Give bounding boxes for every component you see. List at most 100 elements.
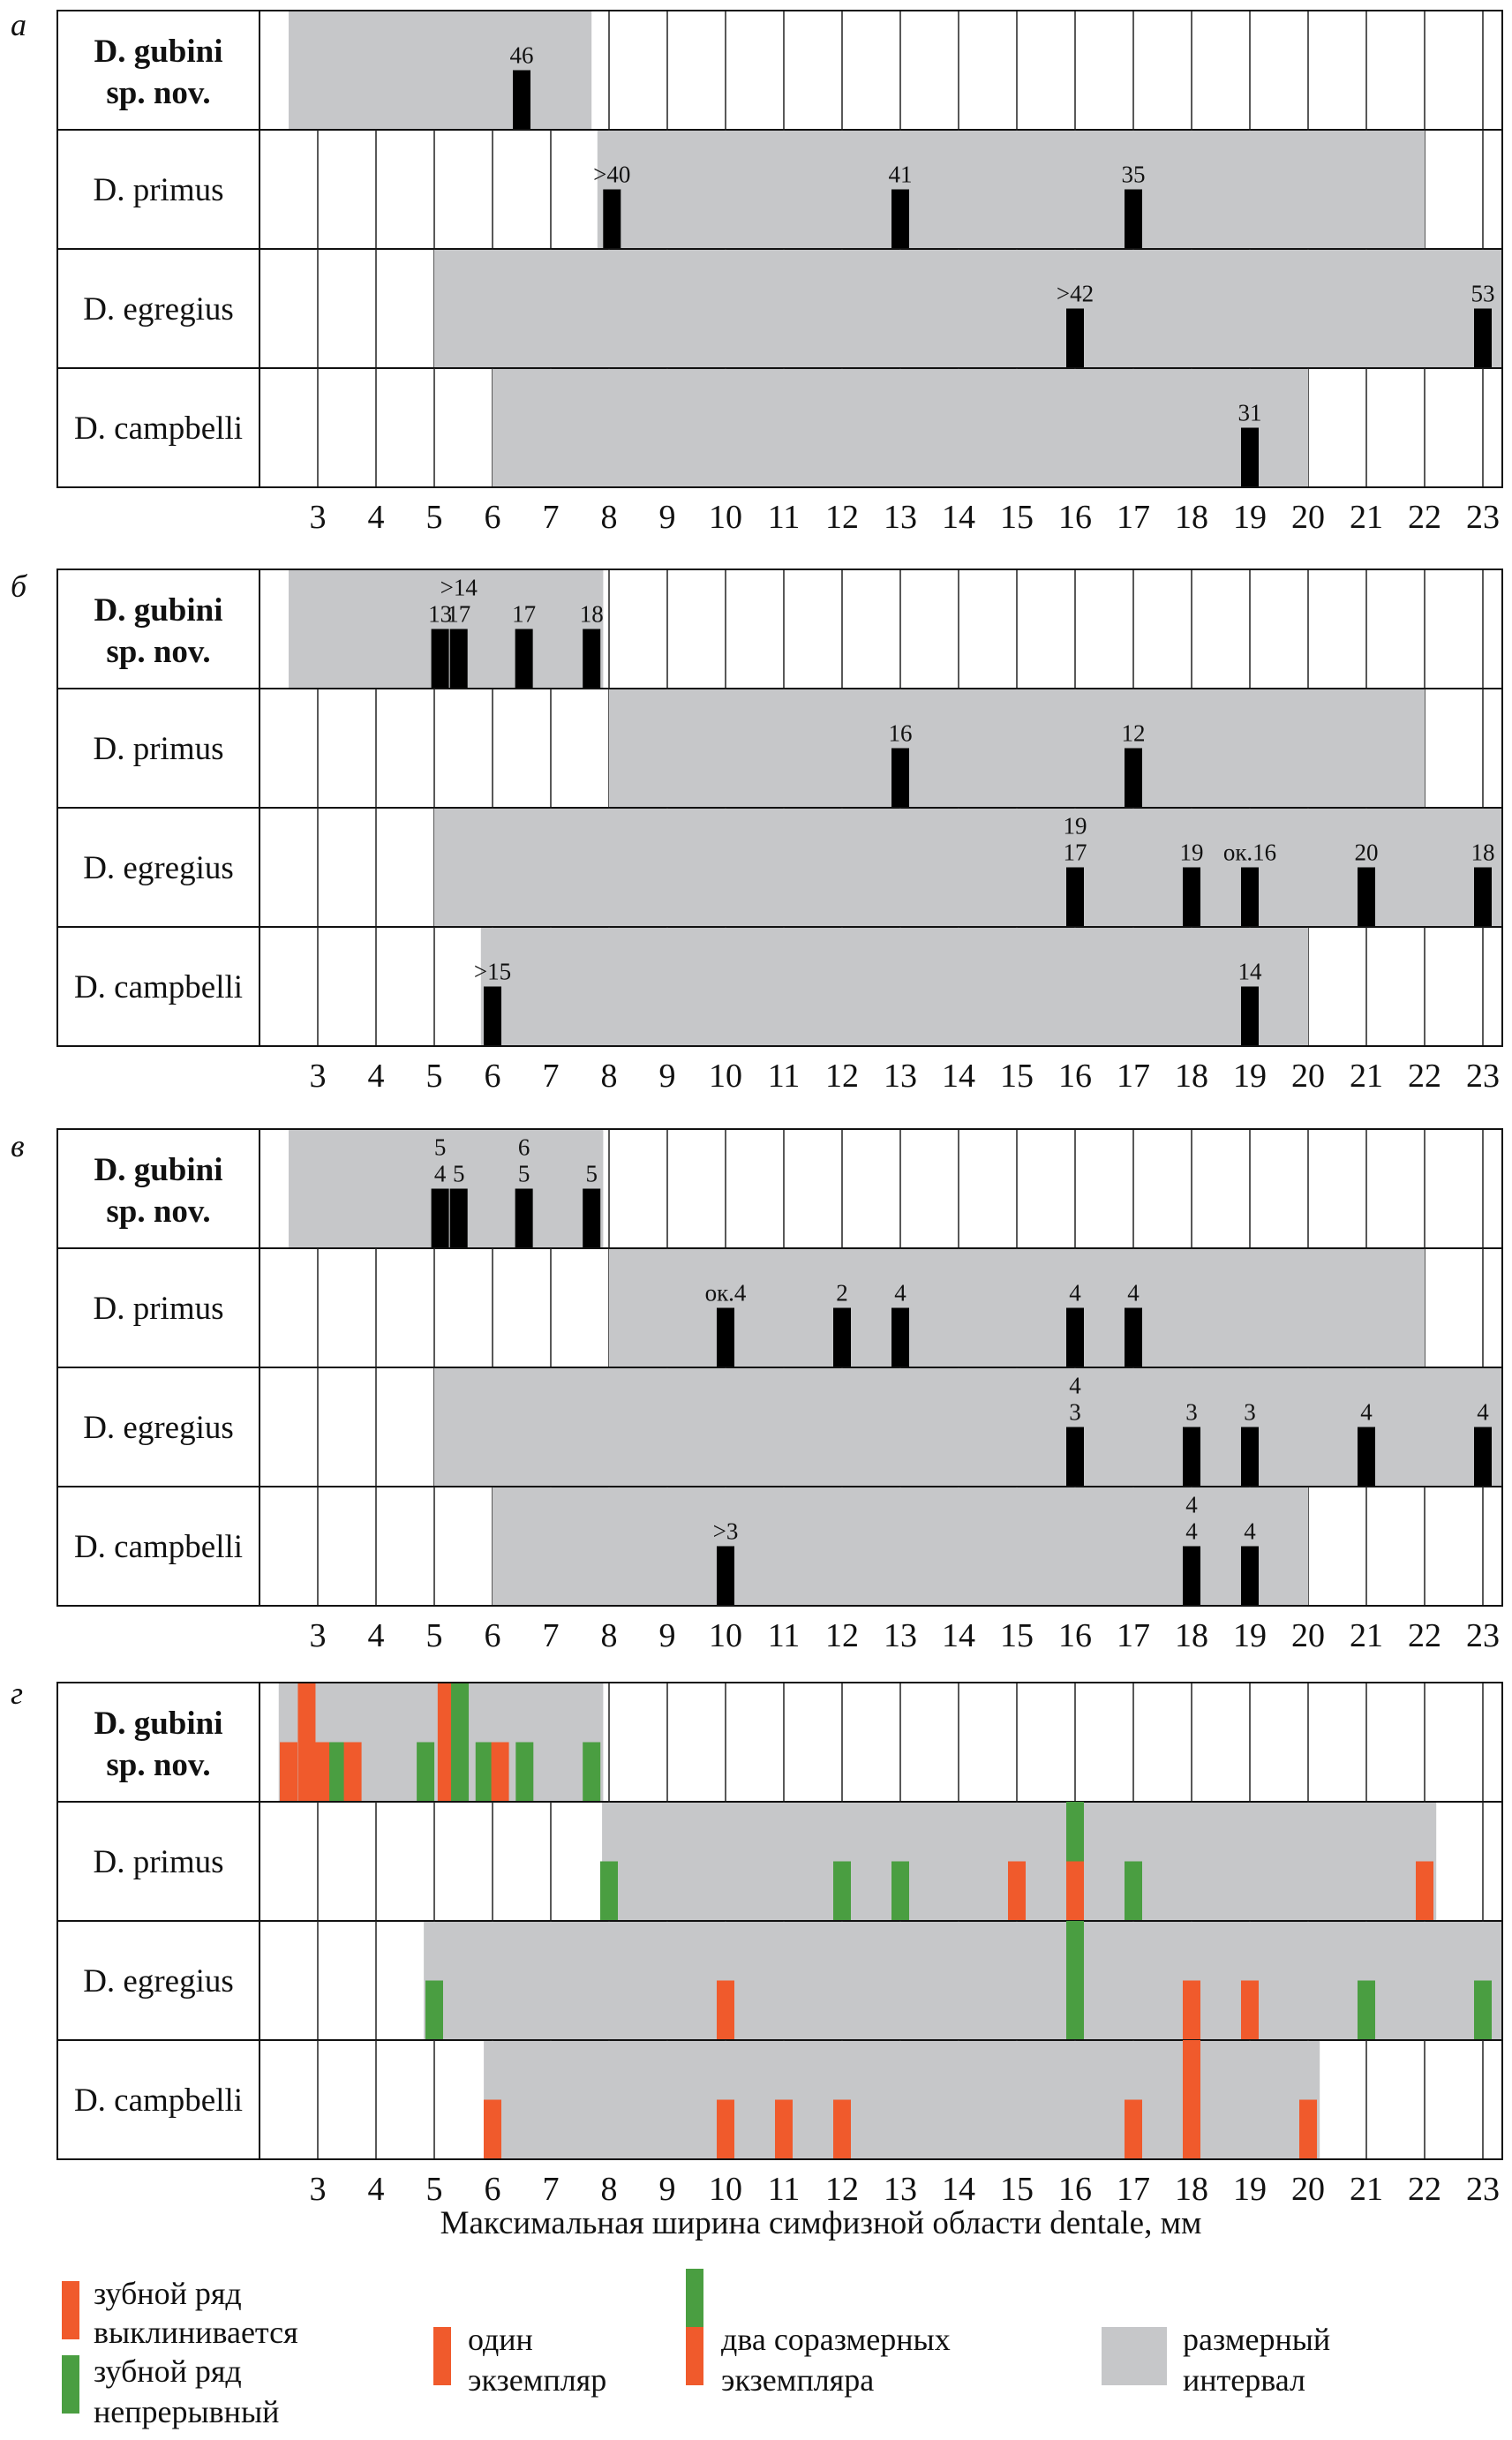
x-axis-label: Максимальная ширина симфизной области de… <box>440 2205 1202 2241</box>
legend-label: два соразмерных <box>721 2322 951 2357</box>
specimen-count-label: 18 <box>580 601 604 628</box>
dentition-bar-tapering <box>1066 1861 1084 1921</box>
specimen-count-label: >40 <box>593 162 630 188</box>
dentition-bar-continuous <box>329 1742 348 1802</box>
specimen-count-label: 14 <box>1238 959 1263 985</box>
row-d-campbelli: D. campbelli 31 <box>57 368 1502 488</box>
x-tick-label: 19 <box>1233 1617 1267 1654</box>
species-label: D. campbelli <box>74 969 243 1005</box>
specimen-bar <box>484 986 501 1046</box>
x-tick-label: 3 <box>310 2171 327 2208</box>
dentition-bar-continuous <box>1125 1861 1142 1921</box>
specimen-count-label: 17 <box>447 601 470 628</box>
x-tick-label: 9 <box>659 499 676 536</box>
species-label-suffix: sp. nov. <box>106 1747 210 1783</box>
specimen-count-label: 46 <box>510 42 534 69</box>
row-d-gubini: D. gubini sp. nov. <box>57 1683 1502 1803</box>
row-d-egregius: D. egregius <box>57 1921 1502 2041</box>
x-tick-label: 3 <box>310 1617 327 1654</box>
size-range-bar <box>484 2041 1320 2158</box>
x-tick-label: 8 <box>601 1058 618 1095</box>
specimen-count-label: ок.4 <box>705 1280 747 1307</box>
x-tick-label: 12 <box>825 1058 859 1095</box>
x-tick-label: 11 <box>768 1617 801 1654</box>
x-tick-label: 14 <box>942 1058 975 1095</box>
specimen-count-label: 5 <box>434 1134 447 1161</box>
specimen-count-label: 6 <box>518 1134 530 1161</box>
dentition-bar-tapering <box>280 1742 297 1802</box>
specimen-count-label: 5 <box>453 1161 465 1187</box>
x-tick-label: 17 <box>1117 1617 1150 1654</box>
dentition-bar-tapering <box>1299 2099 1317 2159</box>
x-tick-label: 7 <box>543 499 560 536</box>
specimen-bar <box>1125 189 1142 249</box>
specimen-count-label: 18 <box>1471 840 1495 866</box>
specimen-count-label: 3 <box>1185 1399 1198 1426</box>
specimen-count-label: 3 <box>1244 1399 1256 1426</box>
x-tick-label: 19 <box>1233 1058 1267 1095</box>
x-tick-label: 3 <box>310 499 327 536</box>
specimen-bar <box>717 1307 734 1367</box>
specimen-bar <box>1066 1307 1084 1367</box>
specimen-bar <box>1066 308 1084 368</box>
panel-letter: в <box>11 1128 25 1164</box>
dentition-bar-tapering <box>1183 2099 1200 2159</box>
dentition-bar-continuous <box>1066 1921 1084 1981</box>
specimen-count-label: 19 <box>1180 840 1204 866</box>
row-d-gubini: D. gubini sp. nov. 46 <box>57 11 1502 131</box>
species-label: D. egregius <box>83 1410 234 1446</box>
specimen-count-label: >42 <box>1057 281 1094 307</box>
dentition-bar-tapering <box>1183 1980 1200 2040</box>
species-label-suffix: sp. nov. <box>106 1194 210 1230</box>
panel-letter: б <box>11 569 28 604</box>
dentition-bar-continuous <box>425 1980 443 2040</box>
x-tick-label: 21 <box>1350 2171 1383 2208</box>
specimen-bar <box>1183 1427 1200 1487</box>
x-tick-label: 13 <box>884 499 917 536</box>
x-tick-label: 12 <box>825 2171 859 2208</box>
specimen-bar <box>1241 1427 1259 1487</box>
panel-frame <box>56 10 1503 488</box>
specimen-count-label: 4 <box>434 1161 447 1187</box>
x-tick-label: 18 <box>1175 2171 1208 2208</box>
x-tick-label: 18 <box>1175 1617 1208 1654</box>
specimen-count-label: 5 <box>518 1161 530 1187</box>
x-tick-label: 4 <box>368 1617 385 1654</box>
species-label: D. primus <box>94 731 224 767</box>
x-tick-label: 10 <box>709 2171 742 2208</box>
dentition-bar-continuous <box>891 1861 909 1921</box>
dentition-bar-tapering <box>437 1683 455 1743</box>
x-tick-label: 18 <box>1175 499 1208 536</box>
specimen-bar <box>1241 427 1259 487</box>
size-range-bar <box>424 1922 1502 2039</box>
dentition-bar-continuous <box>600 1861 618 1921</box>
row-d-primus: D. primus ок.4 2 4 4 4 <box>57 1248 1502 1368</box>
x-tick-label: 13 <box>884 1058 917 1095</box>
panel-frame <box>56 1128 1503 1607</box>
dentition-bar-tapering <box>1241 1980 1259 2040</box>
dentition-bar-tapering <box>1008 1861 1026 1921</box>
legend-swatch-range <box>1102 2327 1167 2385</box>
specimen-count-label: 19 <box>1064 813 1087 840</box>
panel-letter: г <box>11 1676 23 1711</box>
specimen-bar <box>431 629 449 689</box>
size-range-bar <box>434 250 1502 367</box>
legend-label: экземпляра <box>721 2362 874 2398</box>
x-tick-label: 17 <box>1117 2171 1150 2208</box>
row-d-egregius: D. egregius >42 53 <box>57 249 1502 369</box>
x-tick-label: 13 <box>884 1617 917 1654</box>
specimen-count-label: 4 <box>1244 1518 1256 1545</box>
species-label-suffix: sp. nov. <box>106 634 210 670</box>
species-label: D. egregius <box>83 1963 234 1999</box>
dentition-bar-tapering <box>484 2099 501 2159</box>
x-tick-label: 9 <box>659 2171 676 2208</box>
dentition-bar-tapering <box>1183 2040 1200 2100</box>
x-tick-label: 16 <box>1058 2171 1092 2208</box>
x-tick-label: 5 <box>426 2171 443 2208</box>
dentition-bar-tapering <box>833 2099 851 2159</box>
dentition-bar-continuous <box>475 1742 493 1802</box>
x-tick-label: 4 <box>368 499 385 536</box>
x-tick-label: 21 <box>1350 1058 1383 1095</box>
